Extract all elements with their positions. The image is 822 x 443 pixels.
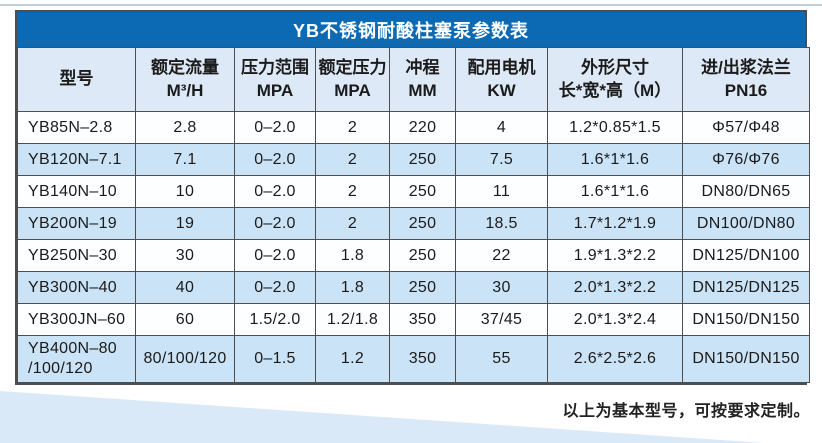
- cell-stroke: 350: [389, 303, 456, 336]
- cell-dimensions: 1.9*1.3*2.2: [547, 239, 683, 272]
- table-title-bar: YB不锈钢耐酸柱塞泵参数表: [17, 12, 805, 47]
- cell-motor-power: 18.5: [455, 207, 548, 240]
- cell-rated-flow: 7.1: [135, 143, 235, 176]
- cell-dimensions: 1.6*1*1.6: [547, 175, 683, 208]
- col-header-flange: 进/出浆法兰 PN16: [682, 47, 810, 112]
- decorative-swoosh: [0, 391, 765, 443]
- cell-pressure-range: 1.5/2.0: [234, 303, 316, 336]
- cell-rated-pressure: 1.8: [315, 271, 390, 304]
- cell-pressure-range: 0–2.0: [234, 207, 316, 240]
- cell-stroke: 250: [389, 175, 456, 208]
- cell-rated-flow: 2.8: [135, 111, 235, 144]
- footnote: 以上为基本型号，可按要求定制。: [562, 403, 810, 420]
- table-row: YB300JN–60 60 1.5/2.0 1.2/1.8 350 37/45 2.0*1.…: [17, 303, 810, 336]
- cell-dimensions: 1.7*1.2*1.9: [547, 207, 683, 240]
- table-title: YB不锈钢耐酸柱塞泵参数表: [292, 20, 529, 41]
- table-body: YB85N–2.8 2.8 0–2.0 2 220 4 1.2*0.85*1.5 Φ57/Φ4…: [17, 111, 810, 383]
- cell-motor-power: 7.5: [455, 143, 548, 176]
- cell-pressure-range: 0–2.0: [234, 239, 316, 272]
- col-header-model: 型号: [17, 47, 136, 112]
- table-row: YB85N–2.8 2.8 0–2.0 2 220 4 1.2*0.85*1.5 Φ57/Φ4…: [17, 111, 810, 144]
- table-row: YB300N–40 40 0–2.0 1.8 250 30 2.0*1.3*2.2 DN125…: [17, 271, 810, 304]
- table-row: YB200N–19 19 0–2.0 2 250 18.5 1.7*1.2*1.9 DN100…: [17, 207, 810, 240]
- cell-rated-pressure: 2: [315, 111, 390, 144]
- cell-flange: DN80/DN65: [682, 175, 810, 208]
- cell-model: YB300JN–60: [17, 303, 136, 336]
- spec-table: 型号 额定流量 M³/H 压力范围 MPA 额定压力 MPA: [17, 47, 810, 383]
- cell-dimensions: 1.6*1*1.6: [547, 143, 683, 176]
- cell-rated-flow: 80/100/120: [135, 335, 235, 383]
- cell-dimensions: 1.2*0.85*1.5: [547, 111, 683, 144]
- cell-rated-pressure: 2: [315, 207, 390, 240]
- cell-flange: DN150/DN150: [682, 335, 810, 383]
- cell-pressure-range: 0–2.0: [234, 143, 316, 176]
- cell-rated-pressure: 2: [315, 175, 390, 208]
- col-header-stroke: 冲程 MM: [389, 47, 456, 112]
- col-header-motor-power: 配用电机 KW: [455, 47, 548, 112]
- cell-model: YB200N–19: [17, 207, 136, 240]
- cell-motor-power: 30: [455, 271, 548, 304]
- cell-motor-power: 37/45: [455, 303, 548, 336]
- cell-flange: DN125/DN100: [682, 239, 810, 272]
- header-row: 型号 额定流量 M³/H 压力范围 MPA 额定压力 MPA: [17, 47, 810, 112]
- cell-flange: Φ57/Φ48: [682, 111, 810, 144]
- cell-rated-flow: 60: [135, 303, 235, 336]
- cell-model: YB250N–30: [17, 239, 136, 272]
- pump-spec-table: YB不锈钢耐酸柱塞泵参数表 型号 额定流量 M³/H: [15, 10, 810, 385]
- cell-stroke: 350: [389, 335, 456, 383]
- cell-pressure-range: 0–2.0: [234, 111, 316, 144]
- top-divider: [0, 4, 822, 6]
- cell-rated-flow: 19: [135, 207, 235, 240]
- cell-stroke: 250: [389, 239, 456, 272]
- cell-flange: DN100/DN80: [682, 207, 810, 240]
- cell-rated-pressure: 1.8: [315, 239, 390, 272]
- cell-model: YB85N–2.8: [17, 111, 136, 144]
- col-header-rated-pressure: 额定压力 MPA: [315, 47, 390, 112]
- col-header-pressure-range: 压力范围 MPA: [234, 47, 316, 112]
- cell-dimensions: 2.0*1.3*2.2: [547, 271, 683, 304]
- cell-model: YB120N–7.1: [17, 143, 136, 176]
- col-header-rated-flow: 额定流量 M³/H: [135, 47, 235, 112]
- cell-pressure-range: 0–2.0: [234, 175, 316, 208]
- cell-pressure-range: 0–2.0: [234, 271, 316, 304]
- cell-stroke: 250: [389, 143, 456, 176]
- cell-motor-power: 11: [455, 175, 548, 208]
- cell-flange: Φ76/Φ76: [682, 143, 810, 176]
- cell-rated-pressure: 2: [315, 143, 390, 176]
- table-row: YB140N–10 10 0–2.0 2 250 11 1.6*1*1.6 DN80/DN65: [17, 175, 810, 208]
- cell-motor-power: 22: [455, 239, 548, 272]
- col-header-dimensions: 外形尺寸 长*宽*高（M）: [547, 47, 683, 112]
- table-row: YB400N–80 /100/120 80/100/120 0–1.5 1.2 350 5…: [17, 335, 810, 383]
- cell-pressure-range: 0–1.5: [234, 335, 316, 383]
- cell-motor-power: 55: [455, 335, 548, 383]
- cell-rated-flow: 30: [135, 239, 235, 272]
- cell-motor-power: 4: [455, 111, 548, 144]
- table-row: YB250N–30 30 0–2.0 1.8 250 22 1.9*1.3*2.2 DN125…: [17, 239, 810, 272]
- cell-dimensions: 2.0*1.3*2.4: [547, 303, 683, 336]
- cell-model: YB140N–10: [17, 175, 136, 208]
- cell-stroke: 250: [389, 271, 456, 304]
- cell-flange: DN125/DN125: [682, 271, 810, 304]
- cell-rated-flow: 40: [135, 271, 235, 304]
- cell-rated-pressure: 1.2/1.8: [315, 303, 390, 336]
- cell-stroke: 250: [389, 207, 456, 240]
- cell-flange: DN150/DN150: [682, 303, 810, 336]
- cell-dimensions: 2.6*2.5*2.6: [547, 335, 683, 383]
- cell-stroke: 220: [389, 111, 456, 144]
- cell-rated-flow: 10: [135, 175, 235, 208]
- cell-rated-pressure: 1.2: [315, 335, 390, 383]
- cell-model: YB300N–40: [17, 271, 136, 304]
- table-row: YB120N–7.1 7.1 0–2.0 2 250 7.5 1.6*1*1.6 Φ76/Φ7…: [17, 143, 810, 176]
- cell-model: YB400N–80 /100/120: [17, 335, 136, 383]
